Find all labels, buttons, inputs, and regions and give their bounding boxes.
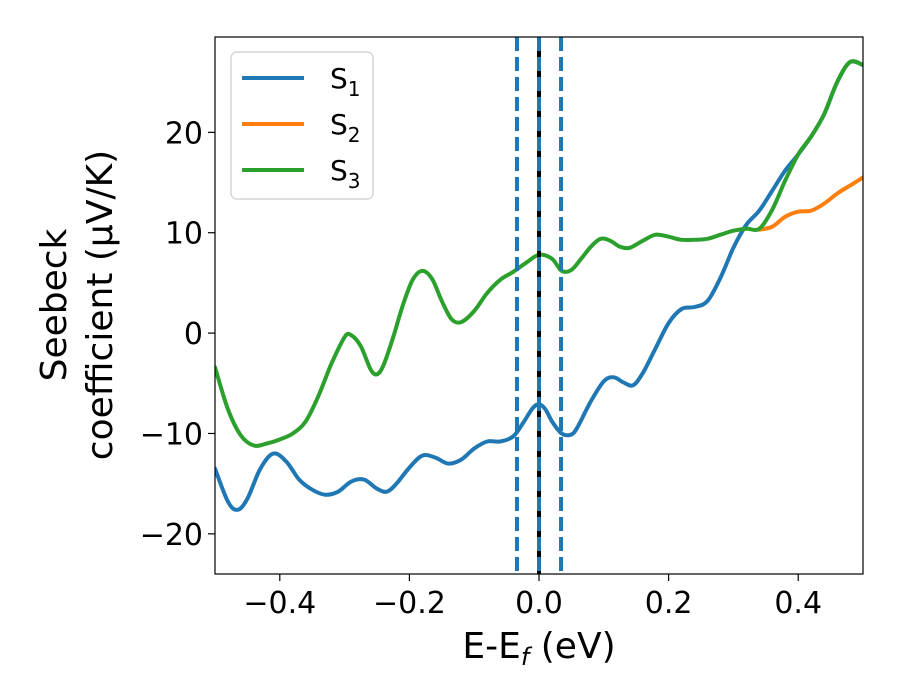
data-series (215, 59, 863, 512)
y-axis-label-group: Seebeck coefficient (μV/K) (34, 150, 121, 460)
x-tick-label: −0.4 (243, 586, 316, 621)
x-axis: −0.4 −0.2 0.0 0.2 0.4 (243, 574, 822, 621)
x-tick-label: 0.0 (515, 586, 563, 621)
series-line-s1 (215, 59, 863, 512)
y-tick-label: −20 (140, 518, 203, 553)
x-tick-label: 0.4 (774, 586, 822, 621)
y-axis: −20 −10 0 10 20 (140, 116, 215, 553)
x-tick-label: 0.2 (645, 586, 693, 621)
x-tick-label: −0.2 (373, 586, 446, 621)
reference-lines (514, 37, 564, 574)
y-tick-label: 10 (165, 217, 203, 252)
x-axis-label: E-Ef (eV) (462, 626, 615, 671)
series-line-s3 (215, 59, 863, 448)
series-line-s2 (757, 175, 863, 232)
y-axis-label-line2: coefficient (μV/K) (80, 150, 121, 460)
y-tick-label: 20 (165, 116, 203, 151)
y-tick-label: 0 (184, 317, 203, 352)
y-tick-label: −10 (140, 417, 203, 452)
y-axis-label-line1: Seebeck (34, 228, 75, 381)
legend-label-s3: S3 (330, 154, 361, 193)
